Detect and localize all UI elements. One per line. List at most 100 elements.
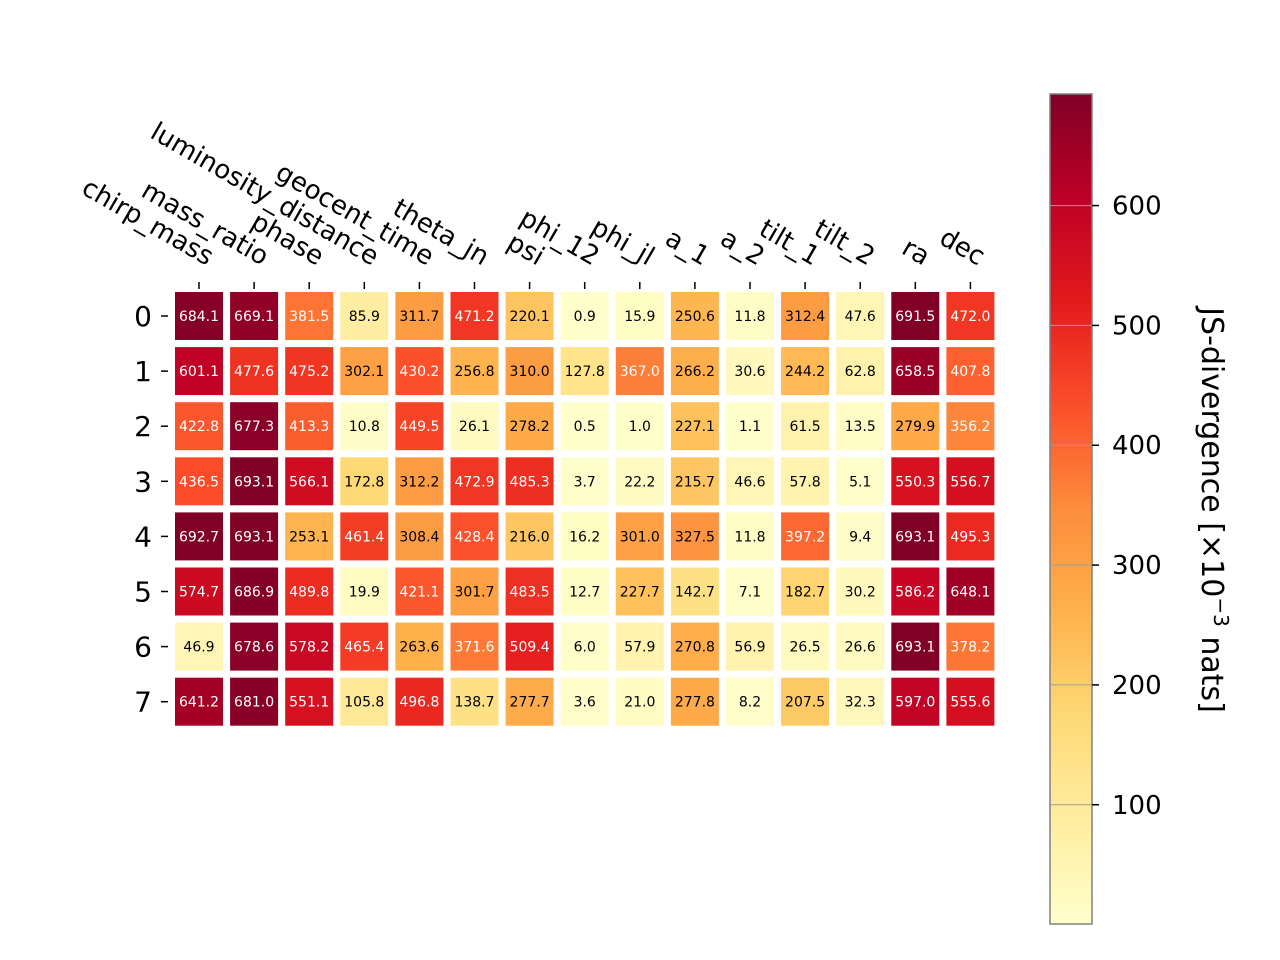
cell-value-label: 182.7	[785, 585, 825, 601]
cell-value-label: 253.1	[289, 529, 329, 545]
cell-value-label: 578.2	[289, 640, 329, 656]
heatmap-cell	[781, 457, 830, 506]
cell-value-label: 472.0	[950, 309, 990, 325]
cell-value-label: 378.2	[950, 640, 990, 656]
cell-value-label: 436.5	[179, 474, 219, 490]
column-labels: chirp_massmass_ratiophaseluminosity_dist…	[77, 117, 990, 289]
cell-value-label: 12.7	[569, 585, 600, 601]
heatmap-cell	[175, 677, 223, 726]
heatmap-cell	[560, 677, 609, 726]
cell-value-label: 172.8	[344, 474, 384, 490]
cell-value-label: 485.3	[510, 474, 550, 490]
heatmap-cell	[615, 457, 664, 506]
row-label: 3	[134, 465, 152, 498]
cell-value-label: 692.7	[179, 529, 219, 545]
cell-value-label: 693.1	[234, 474, 274, 490]
colorbar-tick-label: 500	[1112, 311, 1162, 341]
cell-value-label: 11.8	[734, 309, 765, 325]
cell-value-label: 5.1	[849, 474, 871, 490]
cell-value-label: 278.2	[510, 419, 550, 435]
heatmap-cell	[615, 292, 664, 340]
heatmap-cell	[670, 402, 719, 451]
heatmap-cell	[781, 402, 830, 451]
heatmap-cell	[891, 567, 940, 616]
heatmap-cell	[505, 512, 554, 561]
cell-value-label: 461.4	[344, 529, 384, 545]
heatmap-cell	[395, 567, 444, 616]
heatmap-cell	[726, 567, 774, 616]
heatmap-cell	[615, 567, 664, 616]
cell-value-label: 19.9	[349, 585, 380, 601]
heatmap-cell	[726, 402, 774, 451]
cell-value-label: 693.1	[895, 529, 935, 545]
cell-value-label: 215.7	[675, 474, 715, 490]
cell-value-label: 277.7	[510, 695, 550, 711]
cell-value-label: 16.2	[569, 529, 600, 545]
cell-value-label: 356.2	[950, 419, 990, 435]
heatmap-cell	[285, 457, 334, 506]
row-label: 4	[134, 520, 152, 553]
cell-value-label: 227.1	[675, 419, 715, 435]
cell-value-label: 421.1	[399, 585, 439, 601]
cell-value-label: 11.8	[734, 529, 765, 545]
cell-value-label: 1.0	[629, 419, 651, 435]
heatmap-cell	[505, 292, 554, 340]
cell-value-label: 263.6	[399, 640, 439, 656]
heatmap-cell	[285, 622, 334, 671]
cell-value-label: 648.1	[950, 585, 990, 601]
cell-value-label: 250.6	[675, 309, 715, 325]
heatmap-cell	[615, 512, 664, 561]
cell-value-label: 308.4	[399, 529, 439, 545]
heatmap-cell	[781, 292, 830, 340]
cell-value-label: 46.6	[734, 474, 765, 490]
heatmap-cell	[726, 292, 774, 340]
heatmap-cell	[560, 402, 609, 451]
heatmap-cell	[505, 622, 554, 671]
heatmap-cell	[891, 512, 940, 561]
cell-value-label: 279.9	[895, 419, 935, 435]
heatmap-cell	[726, 347, 774, 396]
cell-value-label: 3.6	[574, 695, 596, 711]
row-label: 0	[134, 300, 152, 333]
cell-value-label: 465.4	[344, 640, 384, 656]
heatmap-cell	[781, 677, 830, 726]
cell-value-label: 266.2	[675, 364, 715, 380]
cell-value-label: 47.6	[845, 309, 876, 325]
heatmap-cell	[505, 567, 554, 616]
heatmap-cell	[560, 567, 609, 616]
cell-value-label: 244.2	[785, 364, 825, 380]
cell-value-label: 669.1	[234, 309, 274, 325]
heatmap-cell	[560, 292, 609, 340]
heatmap-cell	[836, 457, 885, 506]
cell-value-label: 556.7	[950, 474, 990, 490]
cell-value-label: 1.1	[739, 419, 761, 435]
cell-value-label: 13.5	[845, 419, 876, 435]
heatmap-cell	[891, 347, 940, 396]
heatmap-cell	[670, 512, 719, 561]
heatmap-cell	[615, 677, 664, 726]
heatmap-cell	[340, 402, 389, 451]
cell-value-label: 475.2	[289, 364, 329, 380]
heatmap-cell	[450, 292, 499, 340]
heatmap-cell	[340, 622, 389, 671]
heatmap-cell	[670, 622, 719, 671]
cell-value-label: 684.1	[179, 309, 219, 325]
cell-value-label: 62.8	[845, 364, 876, 380]
heatmap-cell	[175, 512, 223, 561]
heatmap-cell	[946, 677, 995, 726]
heatmap-cell	[891, 622, 940, 671]
heatmap-cell	[230, 402, 279, 451]
heatmap-cell	[560, 457, 609, 506]
colorbar-tick-label: 300	[1112, 551, 1162, 581]
column-label: phi_jl	[586, 212, 660, 272]
heatmap-cell	[450, 677, 499, 726]
heatmap-cell	[450, 567, 499, 616]
row-label: 2	[134, 410, 152, 443]
heatmap-cell	[836, 512, 885, 561]
heatmap-cell	[836, 347, 885, 396]
heatmap-cell	[505, 402, 554, 451]
row-label: 1	[134, 355, 152, 388]
cell-value-label: 277.8	[675, 695, 715, 711]
heatmap-cell	[946, 622, 995, 671]
